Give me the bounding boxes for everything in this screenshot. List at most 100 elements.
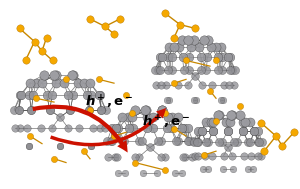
Point <box>216 114 220 117</box>
Point <box>164 83 169 86</box>
Point <box>163 155 167 158</box>
Point <box>179 127 184 130</box>
Point <box>167 45 171 48</box>
Point <box>19 94 24 97</box>
Point <box>68 108 73 112</box>
Point <box>16 108 21 112</box>
Point <box>164 127 169 130</box>
Point <box>88 94 93 97</box>
Point <box>110 127 114 130</box>
Point <box>103 108 108 112</box>
Point <box>163 169 167 172</box>
Point <box>118 17 122 20</box>
Point <box>131 127 136 130</box>
Point <box>170 68 175 71</box>
Text: $\bfit{h}$$\mathbf{^+}$$\mathbf{,e}$$\mathbf{^-}$: $\bfit{h}$$\mathbf{^+}$$\mathbf{,e}$$\ma… <box>142 113 191 131</box>
Point <box>44 94 49 97</box>
Point <box>82 81 86 84</box>
Point <box>29 108 34 112</box>
Point <box>214 45 218 48</box>
Point <box>27 145 32 148</box>
Point <box>221 168 226 171</box>
Point <box>172 171 177 174</box>
Point <box>52 73 57 76</box>
Point <box>103 25 107 28</box>
Point <box>230 114 235 117</box>
Point <box>165 98 170 101</box>
Point <box>178 23 182 26</box>
Point <box>193 154 197 157</box>
Point <box>112 155 117 158</box>
Point <box>274 135 278 138</box>
Point <box>190 155 195 158</box>
Point <box>240 120 245 123</box>
Point <box>29 108 34 112</box>
Point <box>208 89 212 92</box>
Point <box>99 108 104 112</box>
Point <box>237 114 242 117</box>
Point <box>25 127 30 130</box>
Point <box>151 116 156 119</box>
Point <box>230 154 235 157</box>
Point <box>52 157 56 160</box>
Point <box>181 68 186 71</box>
Point <box>185 39 190 42</box>
Point <box>27 145 32 148</box>
Point <box>252 130 257 133</box>
Point <box>230 168 235 171</box>
Point <box>259 121 263 124</box>
Point <box>97 127 102 130</box>
Point <box>186 127 190 130</box>
Point <box>200 130 204 133</box>
Point <box>176 116 181 119</box>
Point <box>119 116 124 119</box>
Point <box>12 108 16 112</box>
Point <box>179 171 184 174</box>
Point <box>201 168 206 171</box>
Point <box>227 68 232 71</box>
Point <box>110 139 114 143</box>
Point <box>58 116 62 119</box>
Point <box>227 83 232 86</box>
Point <box>206 39 210 42</box>
Point <box>137 139 142 143</box>
Point <box>96 94 101 97</box>
Point <box>205 56 210 59</box>
Point <box>166 68 171 71</box>
Point <box>186 139 190 143</box>
Point <box>148 146 152 149</box>
Point <box>185 83 190 86</box>
Point <box>34 97 38 100</box>
Point <box>259 154 263 157</box>
Point <box>232 68 237 71</box>
Point <box>123 171 128 174</box>
Point <box>224 120 229 123</box>
Point <box>192 140 197 143</box>
Point <box>70 73 75 76</box>
Point <box>209 83 214 86</box>
Point <box>208 45 213 48</box>
Point <box>180 155 185 158</box>
Point <box>163 12 167 15</box>
Point <box>262 150 266 153</box>
Point <box>204 68 209 71</box>
Point <box>226 130 231 133</box>
Point <box>260 140 264 143</box>
Point <box>250 168 255 171</box>
Point <box>130 112 134 115</box>
Point <box>245 140 250 143</box>
Point <box>77 127 82 130</box>
Point <box>228 56 232 59</box>
Point <box>172 127 176 130</box>
Point <box>167 98 171 101</box>
Point <box>220 98 225 101</box>
Point <box>202 154 207 157</box>
Point <box>184 59 188 62</box>
Point <box>189 45 194 48</box>
Point <box>214 59 218 62</box>
Point <box>232 140 236 143</box>
Point <box>105 139 110 143</box>
Point <box>90 127 95 130</box>
Point <box>256 130 261 133</box>
Point <box>150 127 155 130</box>
